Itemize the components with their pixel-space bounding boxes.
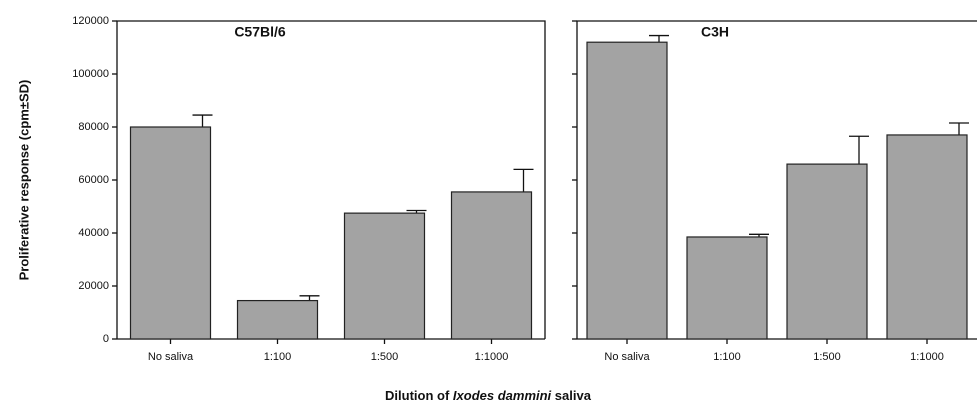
y-tick-label: 60000 [78,174,109,186]
x-label-part: Ixodes dammini [453,388,552,403]
y-tick-label: 0 [103,333,109,345]
x-axis-label: Dilution of Ixodes dammini saliva [385,388,592,403]
y-tick-label: 120000 [72,15,109,27]
x-tick-label: No saliva [604,351,650,363]
bar [686,236,768,340]
y-tick-label: 20000 [78,280,109,292]
y-tick-label: 80000 [78,121,109,133]
bar [343,212,426,340]
x-tick-label: 1:500 [813,351,841,363]
bar [586,41,668,340]
panel-title: C57Bl/6 [234,24,286,40]
bar [786,163,868,340]
x-tick-label: 1:1000 [475,351,509,363]
y-tick-label: 40000 [78,227,109,239]
x-label-part: saliva [551,388,592,403]
bar [450,191,533,340]
x-tick-label: 1:1000 [910,351,944,363]
bar [129,126,212,340]
x-tick-label: 1:100 [713,351,741,363]
bar [236,299,319,340]
bar [886,134,968,340]
x-tick-label: 1:100 [264,351,292,363]
x-tick-label: 1:500 [371,351,399,363]
panel-title: C3H [701,24,729,40]
x-tick-label: No saliva [148,351,194,363]
y-tick-label: 100000 [72,68,109,80]
x-label-part: Dilution of [385,388,453,403]
y-axis-label: Proliferative response (cpm±SD) [16,80,31,281]
